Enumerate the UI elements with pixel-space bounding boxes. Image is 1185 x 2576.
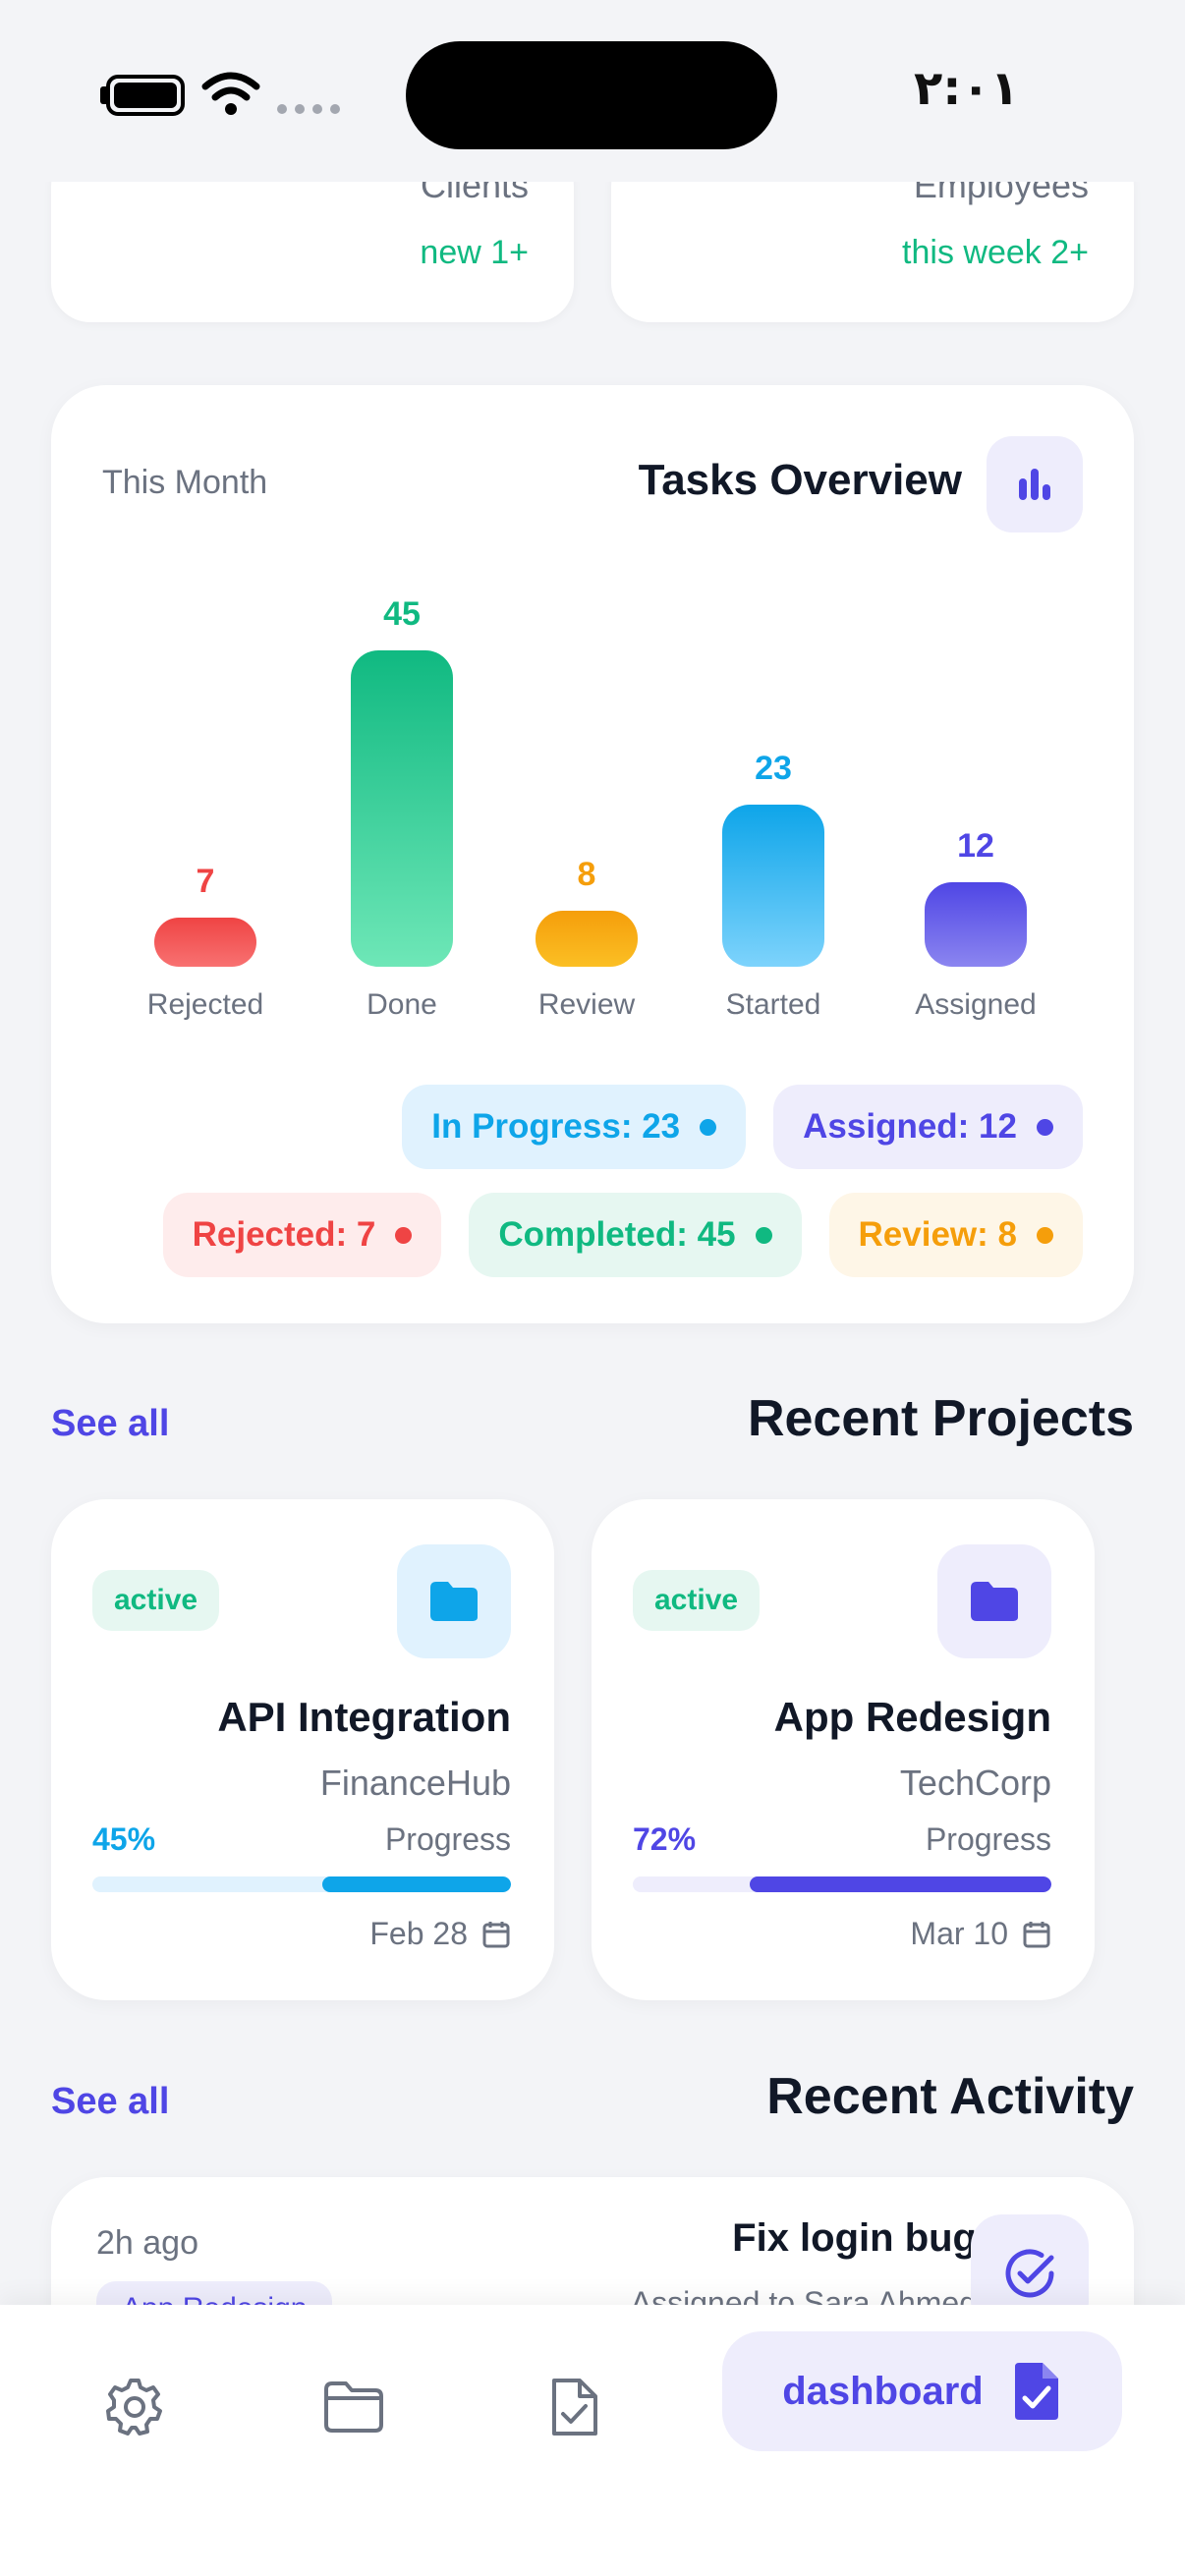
bar-group-done: 45 Done — [333, 562, 471, 1073]
legend-dot — [755, 1226, 772, 1244]
project-client: FinanceHub — [319, 1763, 511, 1803]
project-due-date: Mar 10 — [910, 1916, 1051, 1952]
bar-category-label: Rejected — [146, 988, 264, 1021]
section-title: Recent Projects — [747, 1390, 1134, 1447]
bar-category-label: Assigned — [915, 988, 1037, 1021]
bar-group-assigned: 12 Assigned — [907, 562, 1044, 1073]
battery-cap — [100, 86, 106, 104]
legend-label: Assigned: 12 — [803, 1107, 1017, 1146]
project-folder-icon-wrap — [937, 1544, 1051, 1658]
progress-label: Progress — [925, 1821, 1051, 1857]
progress-percent: 45% — [92, 1821, 156, 1857]
nav-projects[interactable] — [314, 2368, 393, 2446]
stat-delta: new 1+ — [420, 234, 529, 271]
bar-assigned — [925, 882, 1027, 967]
legend-label: Completed: 45 — [498, 1215, 736, 1254]
folder-icon — [430, 1582, 478, 1621]
progress-label: Progress — [384, 1821, 511, 1857]
recent-projects-header: See all Recent Projects — [51, 1389, 1134, 1458]
bar-started — [722, 805, 824, 967]
activity-title: Fix login bug — [732, 2216, 977, 2260]
document-check-icon — [1014, 2363, 1058, 2420]
recent-activity-header: See all Recent Activity — [51, 2067, 1134, 2136]
bar-done — [351, 650, 453, 967]
legend-label: In Progress: 23 — [431, 1107, 681, 1146]
folder-icon — [971, 1582, 1018, 1621]
legend-dot — [700, 1118, 717, 1136]
tasks-bar-chart: 7 Rejected 45 Done 8 Review 23 Started 12 Assigne… — [51, 562, 1134, 1073]
status-bar: ٢:٠١ — [0, 0, 1185, 182]
nav-dashboard[interactable]: dashboard — [722, 2331, 1122, 2451]
clipboard-check-icon — [552, 2379, 597, 2436]
battery-icon — [106, 75, 185, 116]
bar-value-label: 7 — [196, 862, 215, 900]
legend-review: Review: 8 — [828, 1193, 1083, 1277]
status-badge: active — [633, 1570, 761, 1631]
progress-bar — [633, 1876, 1051, 1892]
tasks-title: Tasks Overview — [638, 456, 962, 504]
check-circle-icon — [1005, 2249, 1054, 2298]
tasks-overview-card: This Month Tasks Overview 7 Rejected 45 Don… — [51, 385, 1134, 1323]
bar-value-label: 12 — [957, 827, 994, 866]
legend-completed: Completed: 45 — [469, 1193, 802, 1277]
bar-value-label: 8 — [577, 855, 596, 893]
cellular-signal-icon — [277, 104, 340, 114]
nav-dashboard-label: dashboard — [782, 2369, 984, 2413]
legend-dot — [1037, 1226, 1053, 1244]
see-all-projects-link[interactable]: See all — [51, 1403, 170, 1444]
calendar-icon — [1023, 1921, 1050, 1947]
wifi-icon — [201, 72, 260, 115]
section-title: Recent Activity — [766, 2068, 1134, 2125]
stat-delta: this week 2+ — [902, 234, 1089, 271]
legend-dot — [1037, 1118, 1053, 1136]
project-card[interactable]: active App Redesign TechCorp 72% Progres… — [592, 1499, 1095, 2000]
due-date-text: Feb 28 — [369, 1916, 468, 1951]
bar-chart-icon — [1019, 469, 1050, 500]
chart-toggle-button[interactable] — [987, 436, 1083, 532]
project-client: TechCorp — [899, 1763, 1051, 1803]
project-name: API Integration — [217, 1694, 511, 1740]
bar-group-started: 23 Started — [705, 562, 842, 1073]
settings-icon — [106, 2379, 162, 2436]
tasks-legend: In Progress: 23 Assigned: 12 Rejected: 7… — [100, 1085, 1083, 1277]
bar-category-label: Started — [725, 988, 821, 1021]
progress-percent: 72% — [633, 1821, 697, 1857]
project-card[interactable]: active API Integration FinanceHub 45% Pr… — [51, 1499, 554, 2000]
nav-settings[interactable] — [95, 2368, 174, 2446]
bar-group-review: 8 Review — [518, 562, 655, 1073]
bar-rejected — [154, 917, 256, 967]
progress-fill — [322, 1876, 511, 1892]
progress-bar — [92, 1876, 511, 1892]
bar-review — [536, 910, 638, 967]
legend-dot — [395, 1226, 413, 1244]
nav-tasks[interactable] — [535, 2368, 613, 2446]
legend-assigned: Assigned: 12 — [773, 1085, 1083, 1169]
bottom-nav: dashboard — [0, 2305, 1185, 2576]
bar-category-label: Review — [537, 988, 636, 1021]
bar-value-label: 45 — [383, 595, 421, 633]
legend-in-progress: In Progress: 23 — [402, 1085, 747, 1169]
see-all-activity-link[interactable]: See all — [51, 2081, 170, 2122]
activity-time: 2h ago — [96, 2224, 198, 2262]
dynamic-island — [406, 41, 777, 149]
tasks-period: This Month — [102, 464, 268, 501]
project-folder-icon-wrap — [397, 1544, 511, 1658]
project-due-date: Feb 28 — [369, 1916, 511, 1952]
progress-fill — [750, 1876, 1051, 1892]
bar-group-rejected: 7 Rejected — [137, 562, 274, 1073]
legend-label: Review: 8 — [858, 1215, 1017, 1254]
calendar-icon — [482, 1921, 510, 1947]
due-date-text: Mar 10 — [910, 1916, 1008, 1951]
legend-label: Rejected: 7 — [192, 1215, 376, 1254]
status-time: ٢:٠١ — [914, 61, 1020, 116]
project-name: App Redesign — [773, 1694, 1051, 1740]
legend-rejected: Rejected: 7 — [162, 1193, 442, 1277]
folder-icon — [324, 2381, 383, 2433]
status-badge: active — [92, 1570, 220, 1631]
bar-category-label: Done — [367, 988, 437, 1021]
bar-value-label: 23 — [755, 750, 792, 788]
